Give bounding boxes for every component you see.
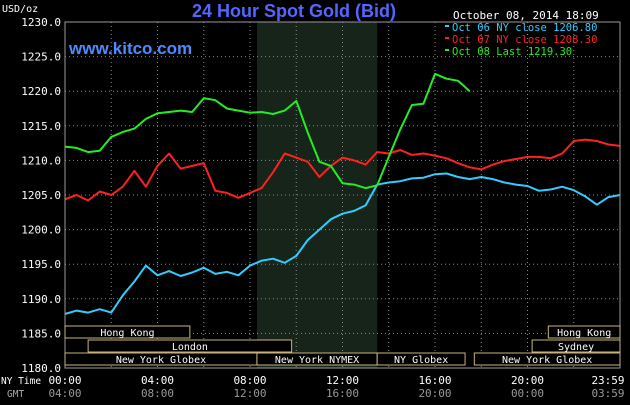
- market-session-bar: [87, 339, 293, 353]
- y-tick-label: 1210.0: [21, 154, 61, 167]
- market-session-bar: [547, 325, 621, 339]
- market-session-bar: [473, 352, 621, 366]
- legend-item: Oct 07 NY close 1208.30: [452, 34, 597, 46]
- legend-swatch: [445, 37, 449, 39]
- x-tick-label-gmt: 04:00: [48, 387, 81, 400]
- market-session-label: New York Globex: [116, 355, 206, 366]
- y-axis-ticks: 1230.0 1225.0 1220.0 1215.0 1210.0 1205.0 1200…: [21, 16, 61, 375]
- market-session-label: Sydney: [558, 342, 594, 353]
- legend-swatch: [445, 49, 449, 51]
- x-axis-ticks: 00:00 04:00 08:00 12:00 16:00 20:00 23:5904:00…: [48, 374, 624, 400]
- x-tick-label-ny: 04:00: [141, 374, 174, 387]
- y-tick-label: 1190.0: [21, 293, 61, 306]
- market-session-bar: [64, 325, 191, 339]
- chart-title: 24 Hour Spot Gold (Bid): [192, 1, 396, 21]
- x-tick-label-ny: 00:00: [48, 374, 81, 387]
- y-tick-label: 1225.0: [21, 51, 61, 64]
- y-tick-label: 1200.0: [21, 224, 61, 237]
- x-tick-label-gmt: 08:00: [141, 387, 174, 400]
- x-tick-label-gmt: 16:00: [326, 387, 359, 400]
- x-tick-label-ny: 08:00: [233, 374, 266, 387]
- y-tick-label: 1205.0: [21, 189, 61, 202]
- x-tick-label-ny: 23:59: [591, 374, 624, 387]
- plot-frame: [64, 21, 621, 369]
- x-tick-label-gmt: 03:59: [591, 387, 624, 400]
- legend-swatch: [445, 25, 449, 27]
- x-axis-gmt-label: GMT: [7, 389, 24, 400]
- market-session-label: NY Globex: [394, 355, 448, 366]
- y-tick-label: 1215.0: [21, 120, 61, 133]
- x-tick-label-ny: 16:00: [418, 374, 451, 387]
- y-tick-label: 1230.0: [21, 16, 61, 29]
- x-tick-label-ny: 12:00: [326, 374, 359, 387]
- market-session-label: New York NYMEX: [275, 355, 359, 366]
- timestamp: October 08, 2014 18:09: [453, 9, 599, 22]
- x-tick-label-ny: 20:00: [511, 374, 544, 387]
- market-session-bar: [376, 352, 466, 366]
- market-session-label: New York Globex: [502, 355, 592, 366]
- market-session-bar: [531, 339, 621, 353]
- market-sessions: Hong Kong Hong Kong London Sydney New York G…: [64, 325, 621, 366]
- market-session-label: London: [172, 342, 208, 353]
- y-tick-label: 1180.0: [21, 362, 61, 375]
- legend-item: Oct 08 Last 1219.30: [452, 46, 572, 58]
- y-tick-label: 1195.0: [21, 258, 61, 271]
- market-session-label: Hong Kong: [100, 328, 154, 339]
- legend-item: Oct 06 NY close 1206.80: [452, 22, 597, 34]
- y-tick-label: 1185.0: [21, 327, 61, 340]
- series-line-1: [64, 172, 621, 315]
- x-tick-label-gmt: 20:00: [418, 387, 451, 400]
- series-line-2: [64, 138, 621, 202]
- y-axis-label: USD/oz: [2, 4, 38, 15]
- y-tick-label: 1220.0: [21, 85, 61, 98]
- series-layer: [64, 72, 621, 315]
- x-tick-label-gmt: 12:00: [233, 387, 266, 400]
- market-session-label: Hong Kong: [557, 328, 611, 339]
- x-tick-label-gmt: 00:00: [511, 387, 544, 400]
- watermark: www.kitco.com: [68, 39, 192, 58]
- x-axis-ny-label: NY Time: [1, 376, 41, 387]
- series-line-3: [64, 72, 471, 190]
